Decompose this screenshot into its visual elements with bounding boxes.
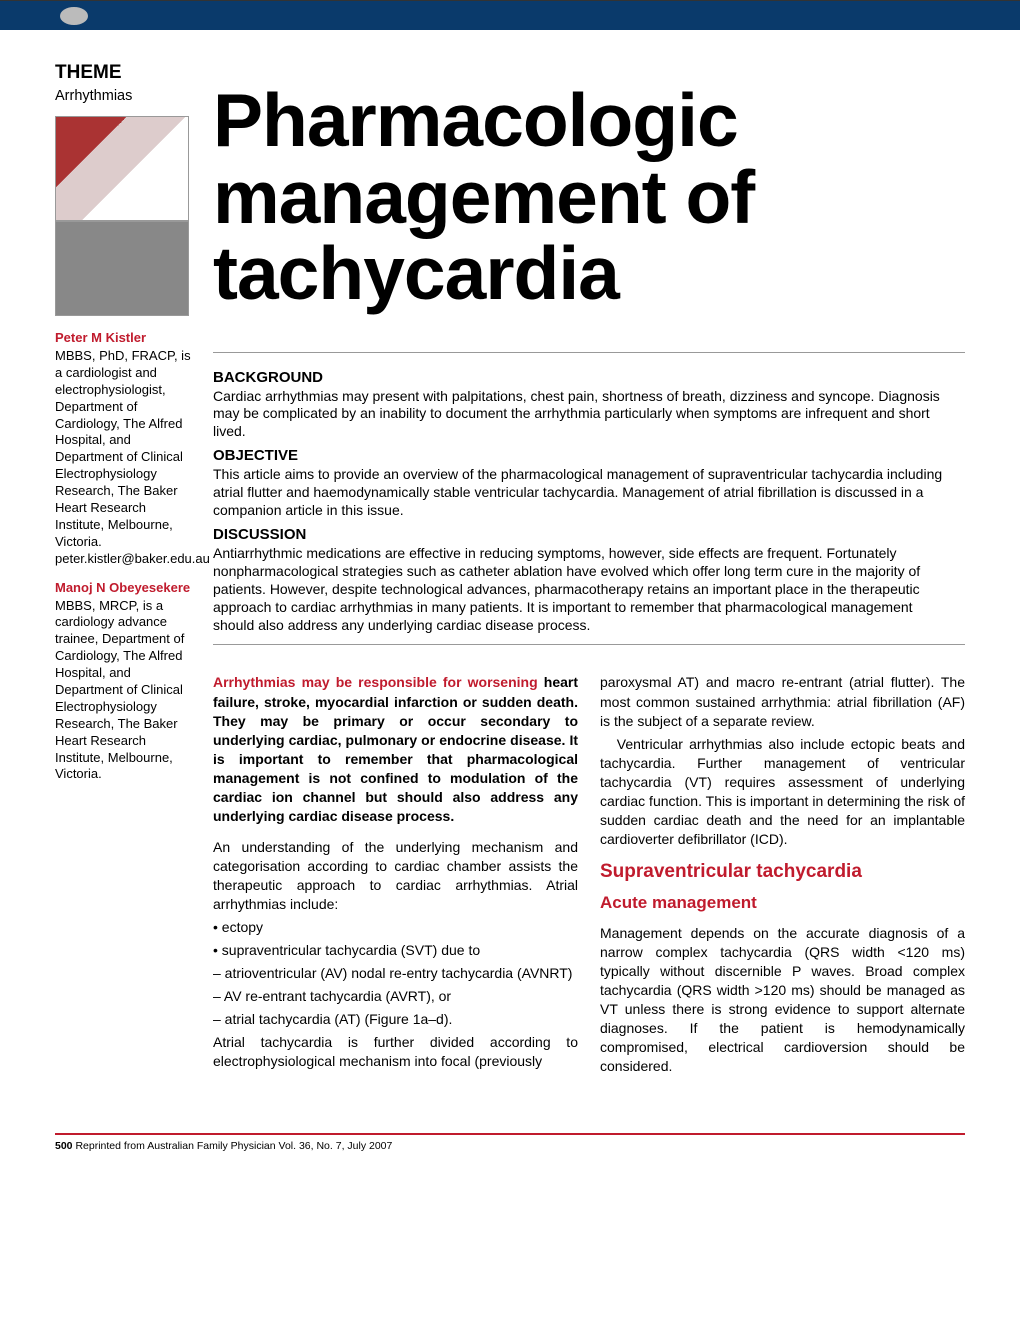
theme-label: THEME xyxy=(55,62,195,84)
paragraph-5: Management depends on the accurate diagn… xyxy=(600,924,965,1076)
publisher-logo-icon xyxy=(60,7,88,25)
paragraph-4: Ventricular arrhythmias also include ect… xyxy=(600,735,965,849)
page-number: 500 xyxy=(55,1140,73,1152)
author-bio-1: MBBS, PhD, FRACP, is a cardiologist and … xyxy=(55,348,195,568)
objective-heading: OBJECTIVE xyxy=(213,447,957,464)
theme-artwork-icon xyxy=(55,116,189,221)
page-footer: 500 Reprinted from Australian Family Phy… xyxy=(55,1133,965,1172)
intro-lead: Arrhythmias may be responsible for worse… xyxy=(213,674,538,690)
footer-citation: Reprinted from Australian Family Physici… xyxy=(75,1140,392,1152)
background-text: Cardiac arrhythmias may present with pal… xyxy=(213,388,957,442)
author-name-2: Manoj N Obeyesekere xyxy=(55,580,195,595)
author-bio-2: MBBS, MRCP, is a cardiology advance trai… xyxy=(55,598,195,784)
discussion-heading: DISCUSSION xyxy=(213,526,957,543)
sidebar: THEME Arrhythmias Peter M Kistler MBBS, … xyxy=(55,58,195,1078)
abstract-box: BACKGROUND Cardiac arrhythmias may prese… xyxy=(213,352,965,646)
discussion-text: Antiarrhythmic medications are effective… xyxy=(213,545,957,635)
intro-paragraph: Arrhythmias may be responsible for worse… xyxy=(213,673,578,825)
top-bar xyxy=(0,0,1020,30)
bullet-1: • supraventricular tachycardia (SVT) due… xyxy=(213,941,578,960)
section-heading-svt: Supraventricular tachycardia xyxy=(600,859,965,885)
bullet-4: – atrial tachycardia (AT) (Figure 1a–d). xyxy=(213,1010,578,1029)
background-heading: BACKGROUND xyxy=(213,369,957,386)
intro-rest: heart failure, stroke, myocardial infarc… xyxy=(213,674,578,823)
author-photo-icon xyxy=(55,221,189,316)
theme-subject: Arrhythmias xyxy=(55,88,195,104)
bullet-3: – AV re-entrant tachycardia (AVRT), or xyxy=(213,987,578,1006)
page-content: THEME Arrhythmias Peter M Kistler MBBS, … xyxy=(0,30,1020,1078)
objective-text: This article aims to provide an overview… xyxy=(213,466,957,520)
subsection-heading-acute: Acute management xyxy=(600,891,965,914)
main-column: Pharmacologic management of tachycardia … xyxy=(213,58,965,1078)
author-name-1: Peter M Kistler xyxy=(55,330,195,345)
bullet-2: – atrioventricular (AV) nodal re-entry t… xyxy=(213,964,578,983)
body-text: Arrhythmias may be responsible for worse… xyxy=(213,673,965,1077)
paragraph-3b: paroxysmal AT) and macro re-entrant (atr… xyxy=(600,673,965,730)
paragraph-2: An understanding of the underlying mecha… xyxy=(213,838,578,914)
paragraph-3a: Atrial tachycardia is further divided ac… xyxy=(213,1033,578,1071)
bullet-0: • ectopy xyxy=(213,918,578,937)
article-title: Pharmacologic management of tachycardia xyxy=(213,82,965,312)
